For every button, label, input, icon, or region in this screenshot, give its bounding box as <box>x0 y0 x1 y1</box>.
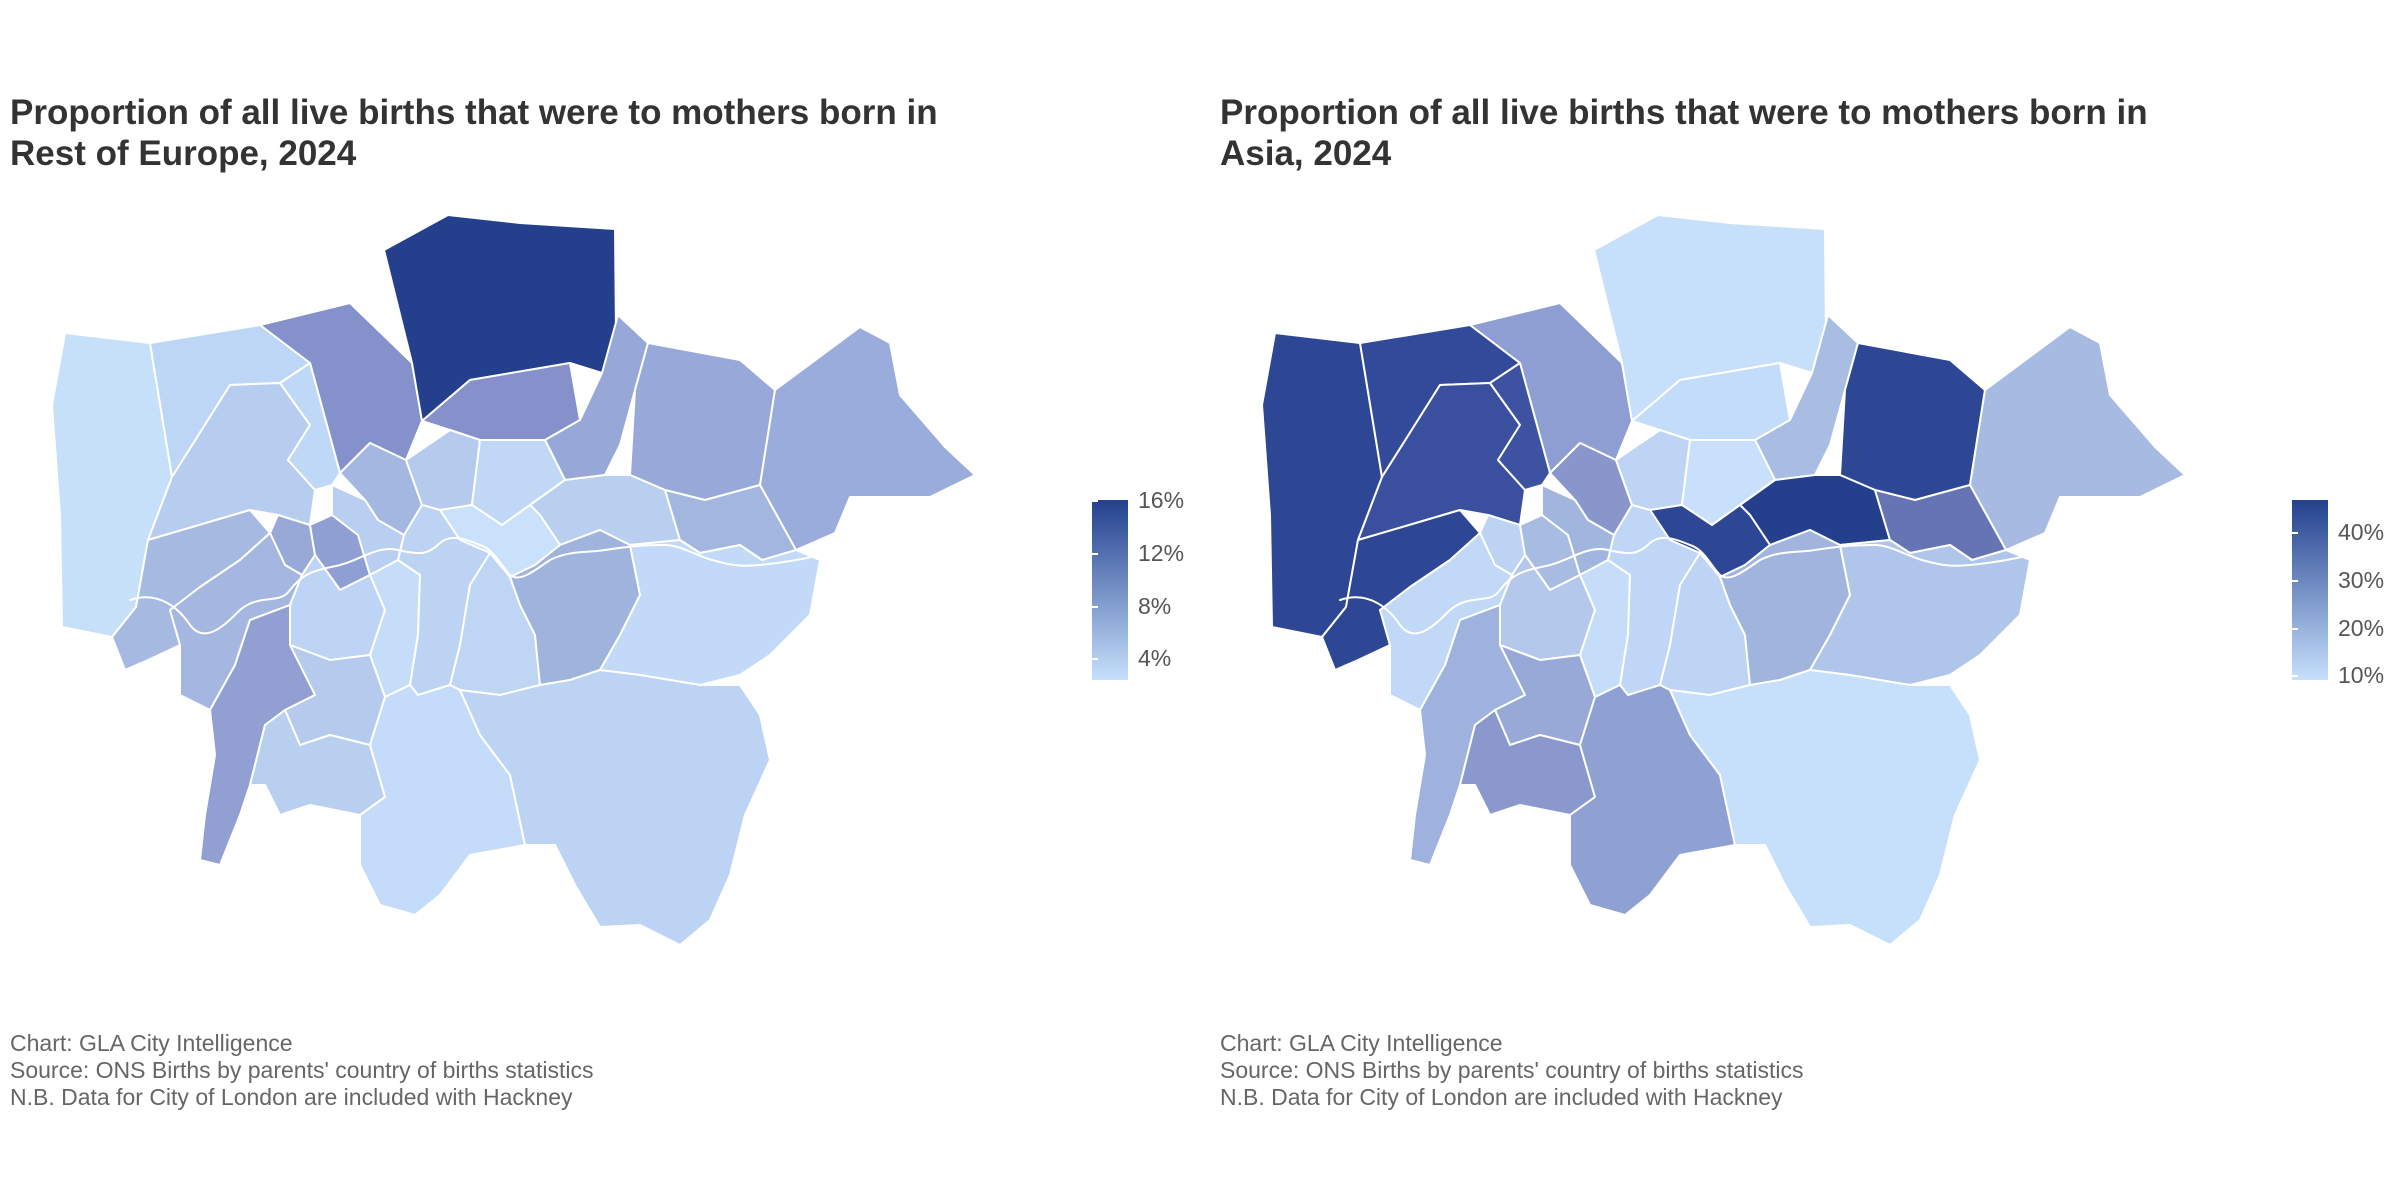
borough-redbridge <box>1839 342 1986 501</box>
river-thames <box>129 536 821 635</box>
borough-waltham-forest <box>544 314 649 481</box>
caption-line-source: Source: ONS Births by parents' country o… <box>1220 1057 1804 1083</box>
borough-croydon <box>1569 684 1736 916</box>
map-title-line1: Proportion of all live births that were … <box>1220 93 2148 132</box>
chart-caption: Chart: GLA City Intelligence Source: ONS… <box>1220 1030 1803 1111</box>
river-thames <box>1339 536 2031 635</box>
chart-caption: Chart: GLA City Intelligence Source: ONS… <box>10 1030 593 1111</box>
borough-bexley <box>599 539 821 686</box>
legend-label: 4% <box>1138 645 1172 671</box>
map-title-line2: Asia, 2024 <box>1220 134 1392 173</box>
map-panel-asia: Proportion of all live births that were … <box>1210 0 2400 1200</box>
choropleth-map <box>40 214 1020 975</box>
legend-label: 10% <box>2338 662 2385 688</box>
legend-label: 16% <box>1138 487 1185 513</box>
caption-line-note: N.B. Data for City of London are include… <box>10 1084 573 1110</box>
borough-bromley <box>1669 669 1981 946</box>
borough-havering <box>759 326 976 551</box>
map-panel-rest-of-europe: Proportion of all live births that were … <box>10 92 1184 1111</box>
borough-bexley <box>1809 539 2031 686</box>
map-title: Proportion of all live births that were … <box>1220 92 2260 174</box>
caption-line-chart: Chart: GLA City Intelligence <box>10 1030 293 1056</box>
legend-label: 40% <box>2338 519 2385 545</box>
borough-brent <box>279 362 341 491</box>
legend-gradient-bar <box>1092 500 1128 680</box>
map-title: Proportion of all live births that were … <box>10 92 1050 174</box>
london-boroughs-svg <box>1261 214 2186 946</box>
caption-line-source: Source: ONS Births by parents' country o… <box>10 1057 594 1083</box>
legend-label: 8% <box>1138 593 1172 619</box>
legend-label: 12% <box>1138 540 1185 566</box>
borough-brent <box>1489 362 1551 491</box>
legend-label: 30% <box>2338 567 2385 593</box>
legend-label: 20% <box>2338 615 2385 641</box>
map-title-line2: Rest of Europe, 2024 <box>10 134 357 173</box>
choropleth-map <box>1250 214 2230 975</box>
caption-line-note: N.B. Data for City of London are include… <box>1220 1084 1783 1110</box>
map-title-line1: Proportion of all live births that were … <box>10 93 938 132</box>
borough-bromley <box>459 669 771 946</box>
color-legend: 40% 30% 20% 10% <box>2292 498 2400 698</box>
color-legend: 16% 12% 8% 4% <box>1092 487 1232 698</box>
borough-croydon <box>359 684 526 916</box>
legend-gradient-bar <box>2292 500 2328 680</box>
caption-line-chart: Chart: GLA City Intelligence <box>1220 1030 1503 1056</box>
london-boroughs-svg <box>51 214 976 946</box>
borough-havering <box>1969 326 2186 551</box>
borough-waltham-forest <box>1754 314 1859 481</box>
borough-redbridge <box>629 342 776 501</box>
